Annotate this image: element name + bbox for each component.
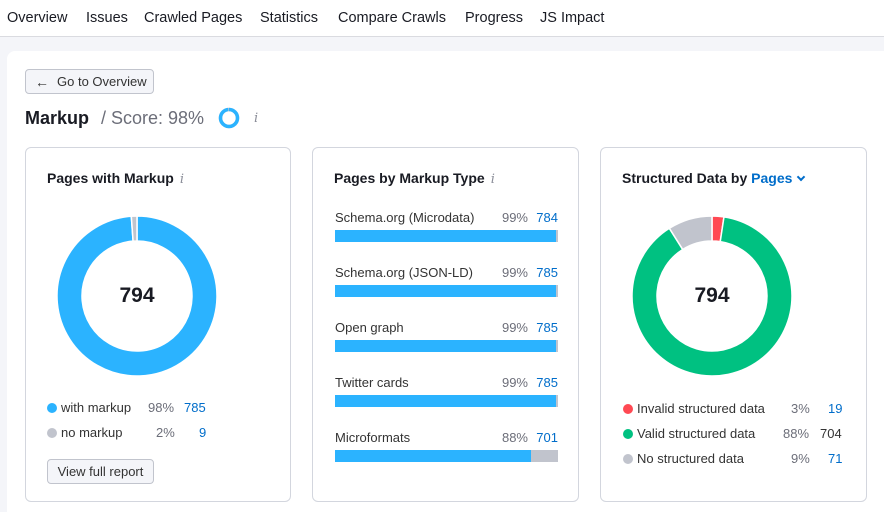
- structured-data-total: 794: [694, 284, 730, 307]
- legend-row-with-markup: with markup 98% 785: [47, 400, 208, 416]
- pages-by-markup-type-card: Pages by Markup Type i Schema.org (Microd…: [312, 147, 579, 502]
- markup-type-pct: 99%: [501, 375, 528, 390]
- structured-data-donut: 794: [631, 215, 793, 377]
- structured-data-segment-no-structured-data[interactable]: [668, 215, 713, 251]
- markup-type-row: Schema.org (JSON-LD) 99% 785: [335, 265, 558, 305]
- markup-type-label: Twitter cards: [335, 375, 409, 390]
- markup-type-bar: [335, 285, 558, 297]
- markup-type-label: Schema.org (JSON-LD): [335, 265, 473, 280]
- markup-type-count-link[interactable]: 701: [536, 430, 558, 445]
- markup-type-bar: [335, 450, 558, 462]
- tab-overview[interactable]: Overview: [7, 10, 68, 26]
- score-info-icon[interactable]: i: [254, 111, 259, 126]
- tab-progress[interactable]: Progress: [465, 10, 524, 26]
- structured-data-segment-valid-structured-data[interactable]: [631, 216, 793, 377]
- markup-type-bar-fill: [335, 285, 556, 297]
- markup-type-count-link[interactable]: 784: [536, 210, 558, 225]
- legend-label: Invalid structured data: [637, 401, 765, 416]
- pages-with-markup-donut-chart: [56, 215, 218, 377]
- markup-type-pct: 99%: [501, 210, 528, 225]
- score-label: / Score: 98%: [101, 108, 205, 128]
- arrow-left-icon: ←: [35, 73, 49, 90]
- pages-with-markup-title-text: Pages with Markup: [47, 170, 174, 186]
- chevron-down-icon: [797, 172, 806, 182]
- pages-by-markup-type-title: Pages by Markup Type i: [334, 170, 495, 187]
- markup-type-row: Open graph 99% 785: [335, 320, 558, 360]
- markup-type-bar-fill: [335, 340, 556, 352]
- go-to-overview-button[interactable]: ← Go to Overview: [25, 69, 154, 94]
- legend-label: No structured data: [637, 451, 744, 466]
- markup-type-bar-fill: [335, 395, 556, 407]
- view-full-report-button[interactable]: View full report: [47, 459, 154, 484]
- markup-type-info-icon[interactable]: i: [490, 172, 495, 187]
- markup-type-bar: [335, 395, 558, 407]
- tab-crawled-pages[interactable]: Crawled Pages: [144, 10, 243, 26]
- pages-with-markup-total: 794: [119, 284, 155, 307]
- legend-pct: 98%: [148, 400, 175, 415]
- legend-dot-no-markup: [47, 428, 57, 438]
- pages-with-markup-title: Pages with Markup i: [47, 170, 184, 187]
- markup-type-count-link[interactable]: 785: [536, 375, 558, 390]
- structured-data-card: Structured Data by Pages 794 Invalid str…: [600, 147, 867, 502]
- markup-type-count-link[interactable]: 785: [536, 265, 558, 280]
- pages-with-markup-card: Pages with Markup i 794 with markup 98% 7…: [25, 147, 291, 502]
- legend-row-valid: Valid structured data 88% 704: [623, 426, 843, 442]
- markup-type-bar: [335, 230, 558, 242]
- legend-dot-no-structured: [623, 454, 633, 464]
- legend-pct: 3%: [791, 401, 810, 416]
- tab-issues[interactable]: Issues: [86, 10, 128, 26]
- page-title: Markup: [25, 108, 90, 128]
- markup-type-label: Microformats: [335, 430, 411, 445]
- pages-with-markup-info-icon[interactable]: i: [179, 172, 184, 187]
- markup-type-pct: 99%: [501, 320, 528, 335]
- markup-type-label: Schema.org (Microdata): [335, 210, 475, 225]
- legend-dot-valid: [623, 429, 633, 439]
- legend-pct: 2%: [156, 425, 175, 440]
- markup-type-bar-fill: [335, 450, 532, 462]
- markup-type-pct: 99%: [501, 265, 528, 280]
- markup-type-row: Schema.org (Microdata) 99% 784: [335, 210, 558, 250]
- legend-pct: 88%: [783, 426, 810, 441]
- legend-dot-invalid: [623, 404, 633, 414]
- tab-js-impact[interactable]: JS Impact: [540, 10, 605, 26]
- legend-count-link[interactable]: 19: [828, 401, 843, 416]
- tab-statistics[interactable]: Statistics: [260, 10, 319, 26]
- legend-count-link[interactable]: 9: [199, 425, 207, 440]
- structured-data-dropdown[interactable]: Pages: [751, 170, 806, 186]
- legend-row-no-markup: no markup 2% 9: [47, 425, 208, 441]
- score-ring-icon: [218, 107, 240, 129]
- markup-type-bar: [335, 340, 558, 352]
- legend-count-link[interactable]: 71: [828, 451, 843, 466]
- markup-type-count-link[interactable]: 785: [536, 320, 558, 335]
- pages-by-markup-type-title-text: Pages by Markup Type: [334, 170, 485, 186]
- structured-data-title-text: Structured Data by: [622, 170, 748, 186]
- markup-type-row: Twitter cards 99% 785: [335, 375, 558, 415]
- markup-type-label: Open graph: [335, 320, 404, 335]
- structured-data-dropdown-value: Pages: [751, 170, 793, 186]
- structured-data-donut-chart: [631, 215, 793, 377]
- legend-dot-with-markup: [47, 403, 57, 413]
- structured-data-title: Structured Data by Pages: [622, 170, 806, 186]
- legend-row-no-structured: No structured data 9% 71: [623, 451, 843, 467]
- report-tabs: Overview Issues Crawled Pages Statistics…: [0, 0, 884, 37]
- pages-with-markup-segment-with-markup[interactable]: [56, 215, 218, 377]
- markup-type-bar-fill: [335, 230, 556, 242]
- legend-label: with markup: [61, 400, 132, 415]
- pages-with-markup-segment-no-markup[interactable]: [130, 215, 138, 242]
- markup-type-pct: 88%: [501, 430, 528, 445]
- legend-row-invalid: Invalid structured data 3% 19: [623, 401, 843, 417]
- go-to-overview-label: Go to Overview: [57, 74, 147, 89]
- legend-count: 704: [820, 426, 842, 441]
- legend-label: no markup: [61, 425, 123, 440]
- pages-with-markup-donut: 794: [56, 215, 218, 377]
- legend-count-link[interactable]: 785: [184, 400, 206, 415]
- markup-type-row: Microformats 88% 701: [335, 430, 558, 470]
- tab-compare-crawls[interactable]: Compare Crawls: [338, 10, 446, 26]
- legend-pct: 9%: [791, 451, 810, 466]
- legend-label: Valid structured data: [637, 426, 756, 441]
